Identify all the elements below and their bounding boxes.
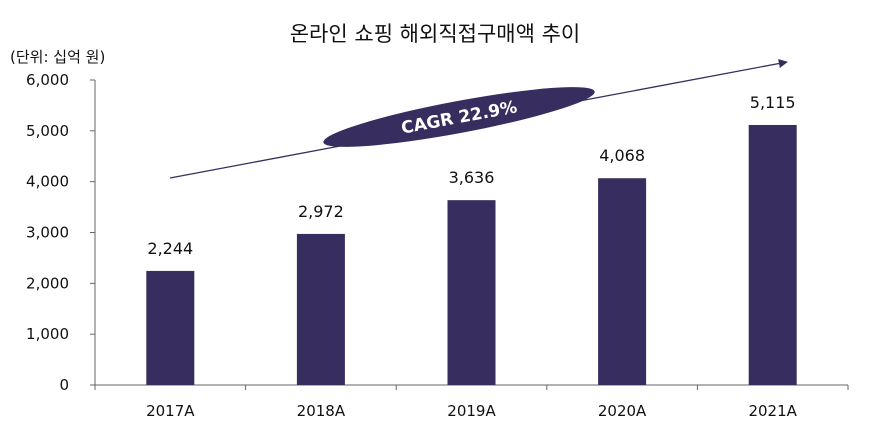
x-tick-label: 2018A (297, 402, 346, 420)
cagr-badge-shape (323, 87, 595, 147)
trend-arrow: CAGR 22.9% (169, 59, 788, 179)
data-label: 3,636 (449, 168, 495, 187)
y-tick-label: 4,000 (26, 173, 69, 191)
x-tick-label: 2017A (146, 402, 195, 420)
x-tick-label: 2021A (748, 402, 797, 420)
data-label: 4,068 (599, 146, 645, 165)
bar-2020A (598, 178, 647, 385)
y-tick-label: 0 (59, 376, 69, 394)
y-tick-label: 6,000 (26, 71, 69, 89)
y-tick-label: 5,000 (26, 122, 69, 140)
bar-2017A (146, 270, 195, 385)
bar-2019A (447, 200, 496, 385)
cagr-badge: CAGR 22.9% (323, 87, 595, 147)
bar-2021A (748, 124, 797, 386)
chart-title: 온라인 쇼핑 해외직접구매액 추이 (289, 22, 581, 46)
bars: 2,244 2017A 2,972 2018A 3,636 2019A 4,068 2020A… (146, 93, 798, 420)
unit-label: (단위: 십억 원) (10, 48, 106, 66)
y-tick-label: 2,000 (26, 274, 69, 292)
data-label: 5,115 (750, 93, 796, 112)
x-tick-label: 2019A (447, 402, 496, 420)
bar-2018A (296, 233, 345, 385)
y-tick-label: 3,000 (26, 224, 69, 242)
x-tick-label: 2020A (598, 402, 647, 420)
data-label: 2,244 (147, 239, 193, 258)
y-tick-label: 1,000 (26, 325, 69, 343)
data-label: 2,972 (298, 202, 344, 221)
axes: 0 1,000 2,000 3,000 4,000 5,000 6,000 (26, 71, 849, 394)
